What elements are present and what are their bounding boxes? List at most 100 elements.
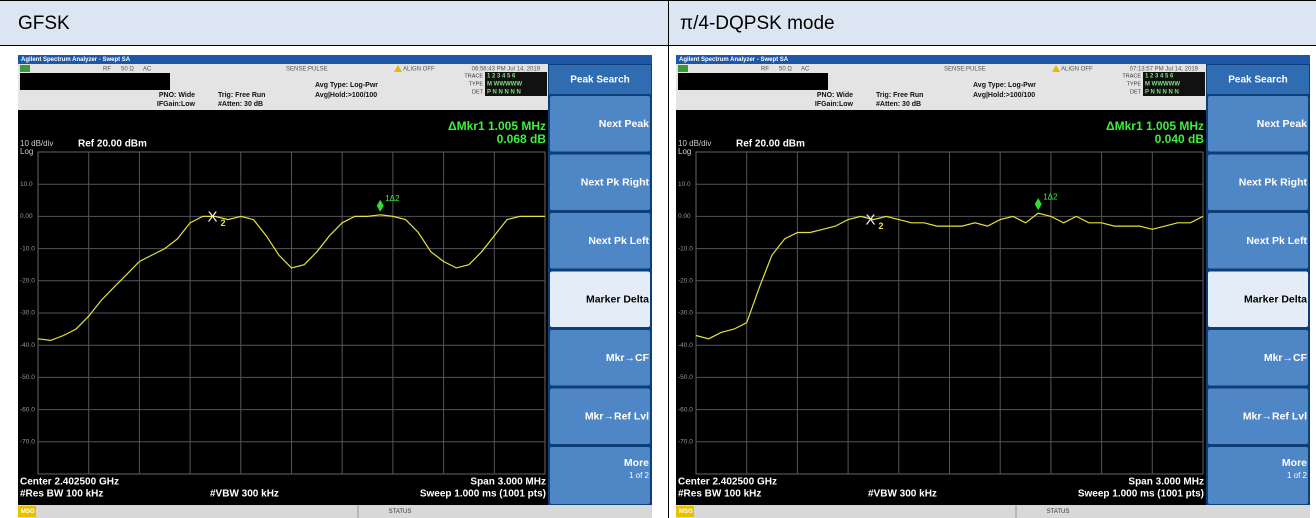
setting-text: PNO: Wide xyxy=(159,92,195,99)
trace-info-value: P N N N N N xyxy=(487,90,521,96)
y-tick-label: -20.0 xyxy=(678,278,693,285)
title-bar xyxy=(676,55,1310,64)
setting-text: PNO: Wide xyxy=(817,92,853,99)
msg-box xyxy=(676,506,694,517)
trace-info-value: M WWWWW xyxy=(1145,82,1180,88)
y-tick-label: 10.0 xyxy=(20,181,33,188)
softkey xyxy=(1208,213,1308,269)
trace-line xyxy=(695,212,1204,340)
softkey-label: Next Pk Left xyxy=(1246,235,1307,247)
softkey xyxy=(1208,388,1308,444)
marker-x: X xyxy=(207,208,217,225)
softkey-sub: 1 of 2 xyxy=(1287,471,1308,480)
trace-box xyxy=(485,72,547,96)
softkey xyxy=(550,330,650,386)
marker-x-index: 2 xyxy=(220,218,225,228)
softkey-title: Peak Search xyxy=(1228,75,1288,86)
status-text: SENSE:PULSE xyxy=(944,67,986,73)
scale-text: 10 dB/div xyxy=(678,139,711,148)
status-text: RF xyxy=(761,67,769,73)
setting-text: Avg|Hold:>100/100 xyxy=(315,92,377,99)
trace-info-value: 1 2 3 4 5 6 xyxy=(487,74,516,80)
status-text: AC xyxy=(143,67,152,73)
marker-readout: 0.068 dB xyxy=(497,132,547,146)
softkey xyxy=(550,96,650,152)
marker-delta-label: 1Δ2 xyxy=(385,194,400,203)
graph-area xyxy=(18,110,548,505)
marker-x-index: 2 xyxy=(878,221,883,231)
trace-line xyxy=(37,214,545,342)
scale-text: 10 dB/div xyxy=(20,139,53,148)
y-tick-label: -70.0 xyxy=(678,439,693,446)
trace-info-label: DET xyxy=(1130,89,1142,95)
trace-info-label: TYPE xyxy=(1127,81,1142,87)
msg-bar xyxy=(676,505,1310,518)
title-bar-text: Agilent Spectrum Analyzer - Swept SA xyxy=(21,57,131,63)
cell-divider xyxy=(668,0,669,518)
ref-text: Ref 20.00 dBm xyxy=(736,139,805,150)
footer-text: Center 2.402500 GHz xyxy=(678,477,777,488)
y-tick-label: -40.0 xyxy=(678,342,693,349)
softkey-label: Next Peak xyxy=(1257,118,1307,130)
softkey xyxy=(1208,330,1308,386)
setting-text: Trig: Free Run xyxy=(218,92,265,99)
trace-info-value: 1 2 3 4 5 6 xyxy=(1145,74,1174,80)
status-text: SENSE:PULSE xyxy=(286,67,328,73)
status-text: AC xyxy=(801,67,810,73)
y-tick-label: -10.0 xyxy=(20,245,35,252)
msg-box xyxy=(18,506,36,517)
softkey-sub: 1 of 2 xyxy=(629,471,650,480)
softkey-label: Mkr→CF xyxy=(1264,352,1308,364)
title-bar xyxy=(18,55,652,64)
analyzer-screen: Agilent Spectrum Analyzer - Swept SA RF 50… xyxy=(676,55,1310,518)
y-tick-label: 0.00 xyxy=(20,213,33,220)
softkey xyxy=(550,213,650,269)
status-text: 50 Ω xyxy=(121,67,134,73)
softkey-title-box xyxy=(549,65,651,94)
trace-box xyxy=(1143,72,1205,96)
footer-text: Sweep 1.000 ms (1001 pts) xyxy=(420,489,546,500)
softkey xyxy=(550,447,650,504)
y-tick-label: -40.0 xyxy=(20,342,35,349)
status-bar-text: STATUS xyxy=(1047,509,1070,515)
trace-info-label: TRACE xyxy=(464,73,483,79)
y-tick-label: -70.0 xyxy=(20,439,35,446)
lxi-icon xyxy=(678,65,688,72)
analyzer-screen: Agilent Spectrum Analyzer - Swept SA RF 50… xyxy=(18,55,652,518)
status-text: 06:56:43 PM Jul 14, 2019 xyxy=(472,67,541,73)
trace-info-label: DET xyxy=(472,89,484,95)
ref-text: Ref 20.00 dBm xyxy=(78,139,147,150)
softkey xyxy=(550,271,650,327)
log-text: Log xyxy=(678,147,691,156)
setting-text: Trig: Free Run xyxy=(876,92,923,99)
marker-readout: ΔMkr1 1.005 MHz xyxy=(1106,119,1204,133)
softkey-label: Marker Delta xyxy=(1244,294,1307,306)
setting-text: Avg Type: Log-Pwr xyxy=(973,82,1036,89)
softkey-title: Peak Search xyxy=(570,75,630,86)
status-text: 50 Ω xyxy=(779,67,792,73)
softkey xyxy=(550,154,650,210)
warning-icon xyxy=(394,65,402,72)
graph-area xyxy=(676,110,1206,505)
softkey-label: Marker Delta xyxy=(586,294,649,306)
status-text: ALIGN OFF xyxy=(403,67,435,73)
softkey-label: Next Pk Left xyxy=(588,235,649,247)
status-text: RF xyxy=(103,67,111,73)
setting-text: #Atten: 30 dB xyxy=(218,101,263,108)
softkey xyxy=(1208,447,1308,504)
msg-text: MSG xyxy=(21,509,35,515)
footer-text: #Res BW 100 kHz xyxy=(20,489,103,500)
softkey-label: Mkr→Ref Lvl xyxy=(1243,411,1307,423)
softkey-label: More xyxy=(1282,457,1307,469)
header-row: GFSK π/4-DQPSK mode xyxy=(0,0,1316,46)
softkey-label: Next Peak xyxy=(599,118,649,130)
msg-text: MSG xyxy=(679,509,693,515)
marker-readout: ΔMkr1 1.005 MHz xyxy=(448,119,546,133)
footer-text: #VBW 300 kHz xyxy=(868,489,937,500)
setting-text: IFGain:Low xyxy=(157,101,196,108)
y-tick-label: -30.0 xyxy=(20,310,35,317)
softkey-label: Next Pk Right xyxy=(1239,177,1308,189)
status-text: ALIGN OFF xyxy=(1061,67,1093,73)
y-tick-label: 10.0 xyxy=(678,181,691,188)
marker-x: X xyxy=(865,212,875,229)
